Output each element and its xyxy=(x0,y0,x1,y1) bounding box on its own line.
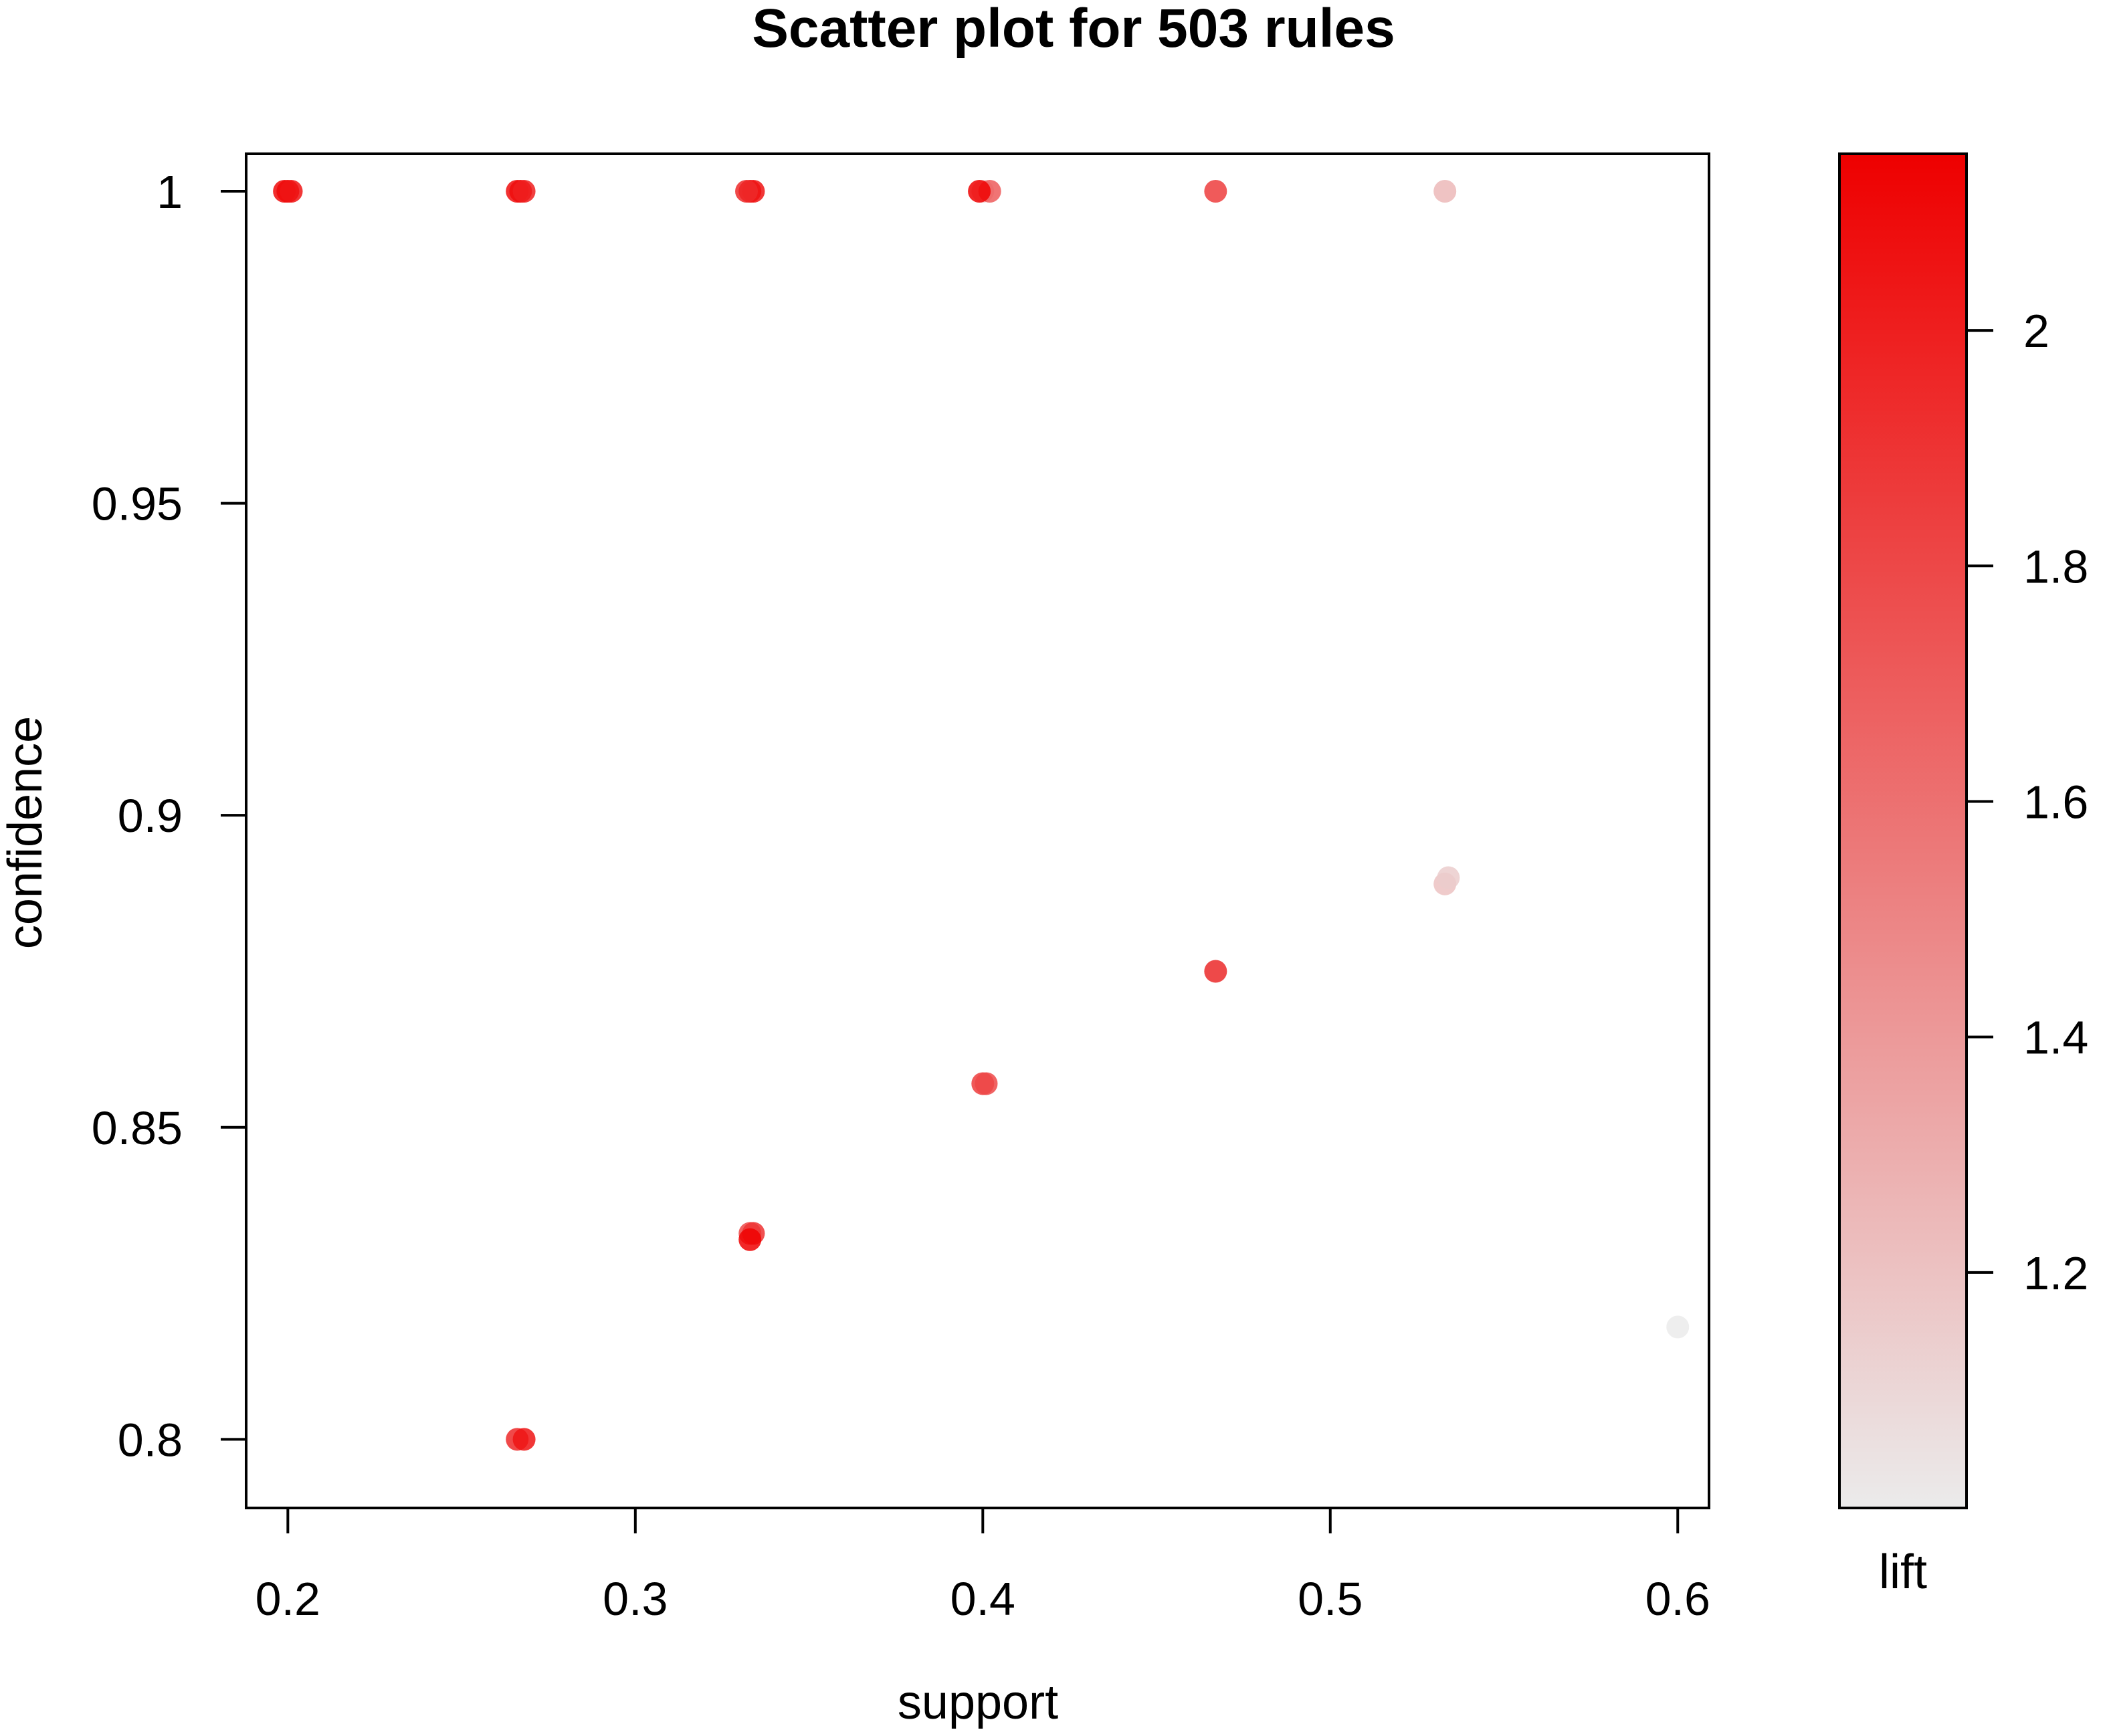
data-point xyxy=(1433,179,1457,203)
x-tick-label: 0.6 xyxy=(1645,1573,1710,1625)
data-point xyxy=(1204,179,1227,203)
x-tick-label: 0.2 xyxy=(256,1573,320,1625)
colorbar-tick-label: 1.8 xyxy=(2023,540,2088,592)
data-point xyxy=(1437,866,1460,889)
y-tick-label: 1 xyxy=(157,166,183,218)
x-axis-label: support xyxy=(898,1676,1058,1729)
data-point xyxy=(512,179,536,203)
colorbar-label: lift xyxy=(1879,1545,1927,1599)
x-tick-label: 0.5 xyxy=(1298,1573,1363,1625)
data-point xyxy=(280,179,303,203)
points-layer xyxy=(273,179,1690,1451)
colorbar-axis: 1.2 1.4 1.6 1.8 2 xyxy=(1967,305,2088,1299)
data-point xyxy=(1666,1315,1690,1339)
y-tick-label: 0.95 xyxy=(92,478,183,530)
chart-title: Scatter plot for 503 rules xyxy=(752,0,1395,59)
x-tick-label: 0.4 xyxy=(950,1573,1015,1625)
colorbar-tick-label: 2 xyxy=(2023,305,2049,357)
plot-frame xyxy=(245,152,1710,1509)
x-tick-label: 0.3 xyxy=(603,1573,668,1625)
y-tick-label: 0.85 xyxy=(92,1102,183,1154)
y-axis: 0.8 0.85 0.9 0.95 1 xyxy=(92,166,246,1466)
y-tick-label: 0.8 xyxy=(118,1414,183,1466)
data-point xyxy=(738,1228,762,1251)
colorbar-tick-label: 1.4 xyxy=(2023,1012,2088,1064)
data-point xyxy=(1204,960,1227,983)
data-point xyxy=(975,1072,998,1095)
colorbar-tick-label: 1.6 xyxy=(2023,776,2088,828)
data-point xyxy=(735,179,759,203)
data-point xyxy=(512,1428,536,1451)
data-point xyxy=(968,179,991,203)
colorbar-tick-label: 1.2 xyxy=(2023,1247,2088,1299)
y-axis-label: confidence xyxy=(0,716,52,949)
y-tick-label: 0.9 xyxy=(118,790,183,842)
x-axis: 0.2 0.3 0.4 0.5 0.6 xyxy=(256,1508,1710,1625)
colorbar xyxy=(1838,152,1968,1509)
